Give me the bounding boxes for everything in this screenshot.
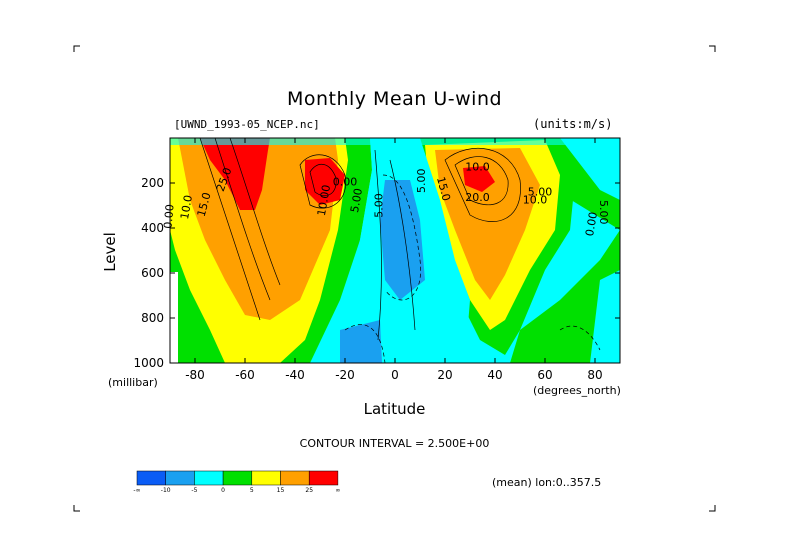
x-tick-label: 60 xyxy=(537,368,552,382)
corner-marks xyxy=(73,45,716,512)
mean-lon-text: (mean) lon:0..357.5 xyxy=(492,476,602,489)
colorbar-label: ∞ xyxy=(335,487,340,494)
y-tick-label: 600 xyxy=(141,266,164,280)
colorbar-swatch xyxy=(165,470,195,486)
contour-label: 5.00 xyxy=(348,187,365,213)
x-tick-label: 20 xyxy=(437,368,452,382)
contour-interval-text: CONTOUR INTERVAL = 2.500E+00 xyxy=(299,437,490,450)
colorbar-label: -5 xyxy=(191,487,197,494)
x-tick-label: 40 xyxy=(487,368,502,382)
contour-label: 20.0 xyxy=(465,191,490,204)
colorbar-label: 15 xyxy=(277,487,285,494)
colorbar-label: 5 xyxy=(250,487,254,494)
contour-label: 15.0 xyxy=(434,175,453,202)
contour-label: 5.00 xyxy=(373,193,386,218)
contour-label: 0.00 xyxy=(333,175,358,188)
y-tick-label: 400 xyxy=(141,221,164,235)
x-tick-label: -40 xyxy=(285,368,305,382)
dataset-label: [UWND_1993-05_NCEP.nc] xyxy=(174,118,320,131)
colorbar-swatch xyxy=(136,470,166,486)
contour-label: 0.00 xyxy=(583,211,600,237)
colorbar-label: 0 xyxy=(221,487,225,494)
contour-label: 10.0 xyxy=(523,193,548,206)
y-tick-label: 800 xyxy=(141,311,164,325)
x-tick-label: -20 xyxy=(335,368,355,382)
y-tick-label: 200 xyxy=(141,176,164,190)
colorbar-label: -∞ xyxy=(133,487,140,494)
chart-title: Monthly Mean U-wind xyxy=(286,88,503,110)
contour-label: 10.0 xyxy=(178,194,195,220)
contour-label: 5.00 xyxy=(528,185,553,198)
x-tick-label: -80 xyxy=(185,368,205,382)
contour-label: 5.00 xyxy=(415,169,428,194)
colorbar-swatch xyxy=(251,470,281,486)
x-axis-unit: (degrees_north) xyxy=(533,384,621,397)
colorbar-swatch xyxy=(280,470,310,486)
contour-label: 10.00 xyxy=(315,184,333,217)
contour-label: 15.0 xyxy=(195,191,214,218)
x-tick-label: -60 xyxy=(235,368,255,382)
colorbar-swatch xyxy=(222,470,253,486)
colorbar-swatch xyxy=(194,470,224,486)
y-tick-label: 1000 xyxy=(133,356,164,370)
y-axis-title: Level xyxy=(100,232,119,272)
x-tick-label: 0 xyxy=(391,368,399,382)
y-axis-unit: (millibar) xyxy=(108,376,158,389)
x-axis-title: Latitude xyxy=(363,400,426,418)
colorbar-swatch xyxy=(308,470,339,486)
contour-label: 5.00 xyxy=(597,200,610,225)
contour-label: 0.00 xyxy=(161,204,176,230)
colorbar-label: -10 xyxy=(161,487,171,494)
colorbar-label: 25 xyxy=(305,487,313,494)
units-label: (units:m/s) xyxy=(533,117,613,131)
contour-label: 10.0 xyxy=(465,161,490,174)
contour-fill xyxy=(170,138,620,363)
x-tick-label: 80 xyxy=(587,368,602,382)
